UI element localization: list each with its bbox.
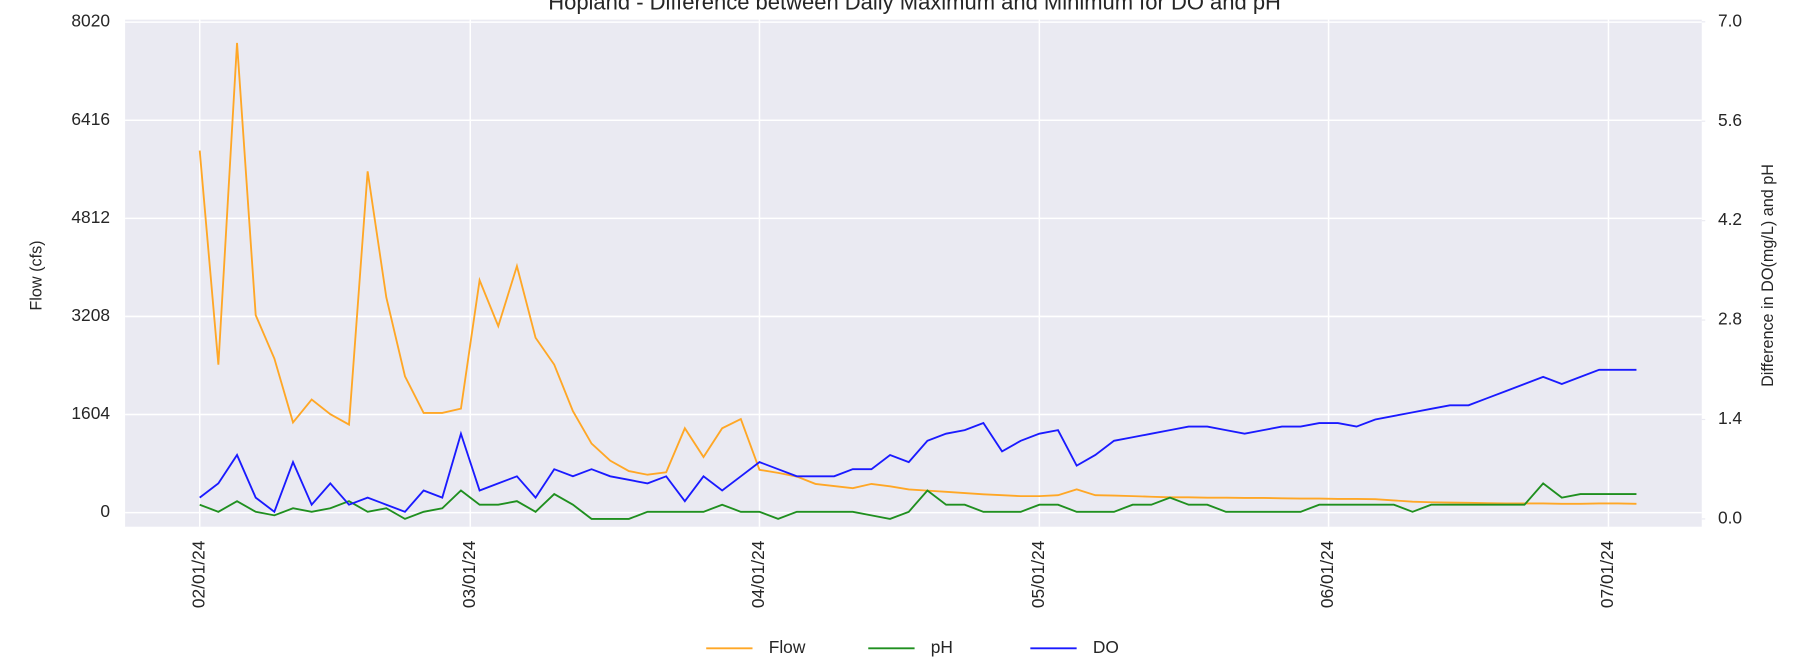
chart-title: Hopland - Difference between Daily Maxim… [548,0,1281,14]
y-tick-label: 0 [100,501,110,521]
y-tick-label: 6416 [71,109,110,129]
y2-tick-label: 1.4 [1718,408,1742,428]
y-tick-label: 4812 [71,207,110,227]
series-line [199,482,1637,520]
y-tick-label: 3208 [71,305,110,325]
series-line [199,368,1637,514]
x-tick-label: 02/01/24 [188,540,208,608]
legend-label: DO [1093,637,1119,657]
x-tick-label: 04/01/24 [748,540,768,608]
legend-label: pH [931,637,953,657]
y2-tick-label: 7.0 [1718,10,1742,30]
y2-tick-label: 2.8 [1718,309,1742,329]
y-tick-label: 8020 [71,11,110,31]
y-tick-label: 1604 [71,403,110,423]
y2-tick-label: 4.2 [1718,209,1742,229]
legend-label: Flow [769,637,806,657]
y2-axis-label: Difference in DO(mg/L) and pH [1759,164,1777,387]
x-tick-label: 03/01/24 [459,540,479,608]
series-line [198,42,1637,505]
plot-area [125,19,1702,527]
x-tick-label: 06/01/24 [1317,540,1337,608]
y-axis-label: Flow (cfs) [27,240,45,310]
y2-tick-label: 0.0 [1718,507,1742,527]
x-tick-label: 07/01/24 [1597,540,1617,608]
y2-tick-label: 5.6 [1718,110,1742,130]
x-tick-label: 05/01/24 [1028,540,1048,608]
